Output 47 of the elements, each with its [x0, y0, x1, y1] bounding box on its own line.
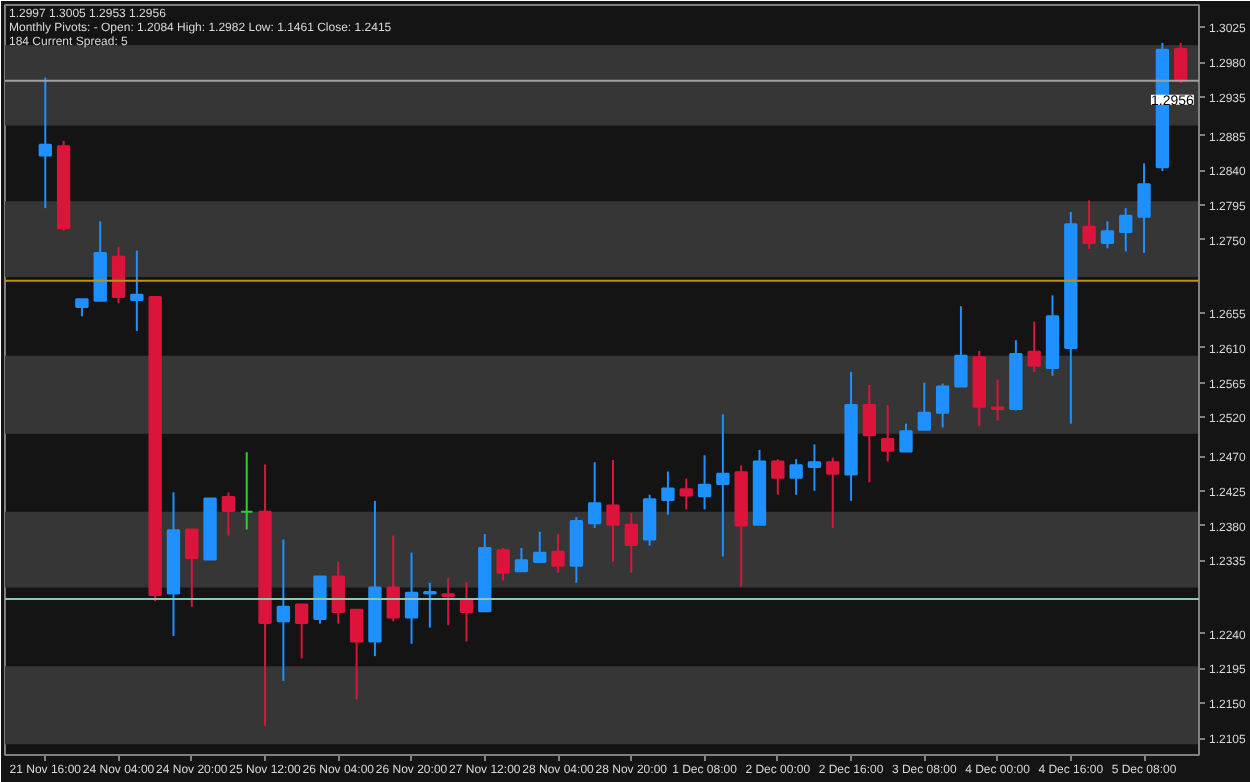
candlestick [111, 245, 126, 305]
candlestick [38, 76, 52, 210]
candlestick [917, 381, 931, 431]
candlestick [899, 422, 913, 453]
candlestick [441, 577, 455, 627]
candlestick [697, 454, 712, 511]
candlestick [606, 458, 620, 563]
candlestick [588, 461, 602, 529]
candlestick [1027, 320, 1041, 373]
candlestick [313, 575, 327, 625]
candlestick [240, 451, 254, 531]
candlestick [514, 547, 529, 573]
candlestick [990, 378, 1005, 422]
candlestick [679, 477, 693, 511]
candlestick [642, 493, 657, 547]
candlestick [1100, 220, 1115, 250]
candlestick [1082, 199, 1096, 251]
candlestick [661, 470, 675, 516]
candlestick [569, 516, 584, 584]
candlestick [1174, 41, 1188, 85]
candlestick [826, 456, 840, 529]
candlestick [533, 530, 547, 563]
candlestick [551, 533, 565, 574]
candlestick [862, 384, 877, 484]
candlestick [423, 581, 437, 629]
candlestick [404, 551, 419, 645]
candlestick [881, 404, 895, 463]
candlestick [771, 458, 785, 496]
candlestick [331, 560, 345, 625]
candlestick [496, 547, 510, 582]
candlestick [93, 220, 107, 302]
candlestick [459, 580, 474, 643]
candlestick [1119, 207, 1133, 253]
candlestick [185, 528, 199, 608]
candlestick [130, 249, 144, 332]
candlestick [1137, 162, 1151, 254]
candlestick [294, 603, 309, 660]
candlestick [221, 491, 236, 537]
candlestick [386, 534, 400, 623]
candlestick [807, 443, 822, 492]
candlestick [935, 382, 950, 429]
candlestick [276, 538, 291, 682]
candlestick [789, 458, 803, 496]
candlestick [349, 608, 364, 701]
candlestick [716, 413, 730, 558]
candlestick [954, 305, 968, 388]
candlestick [624, 512, 638, 574]
